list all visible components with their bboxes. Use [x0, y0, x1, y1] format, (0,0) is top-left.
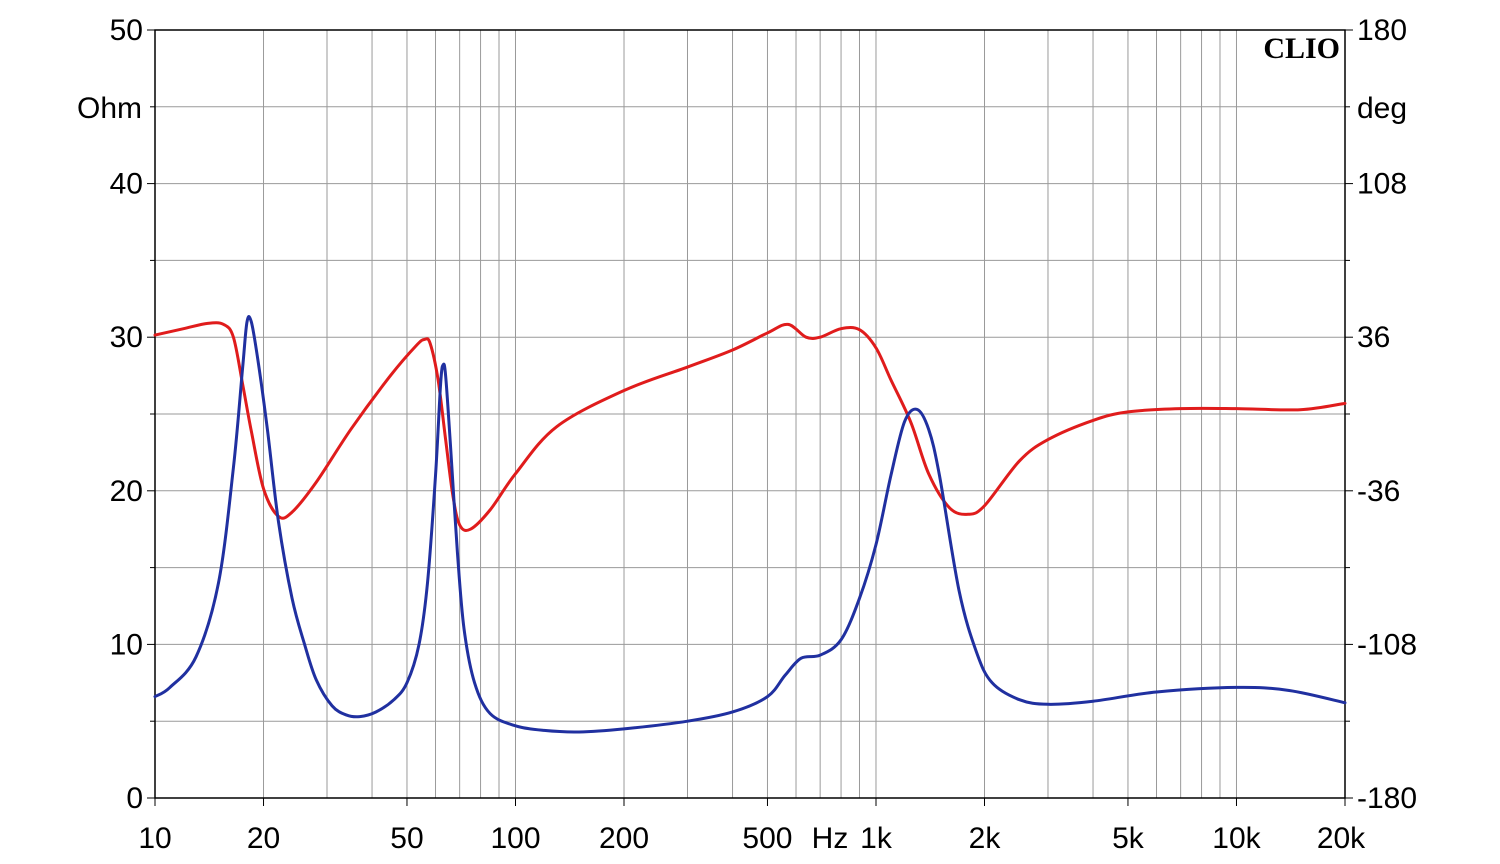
- x-axis-unit: Hz: [812, 822, 849, 855]
- x-axis-ticks: 10 20 50 100 200 500 1k 2k 5k 10k 20k: [138, 798, 1366, 855]
- x-tick-label: 500: [742, 822, 792, 855]
- clio-brand-label: CLIO: [1263, 32, 1340, 65]
- series-layer: [153, 315, 1347, 734]
- x-tick-label: 200: [599, 822, 649, 855]
- left-axis-ticks: 0 10 20 30 40 50: [110, 14, 155, 815]
- impedance-curve: [153, 315, 1347, 734]
- x-tick-label: 1k: [860, 822, 893, 855]
- x-tick-label: 20: [247, 822, 280, 855]
- left-tick-label: 0: [126, 782, 143, 815]
- left-tick-label: 20: [110, 475, 143, 508]
- x-tick-label: 10k: [1212, 822, 1261, 855]
- x-tick-label: 10: [138, 822, 171, 855]
- right-tick-label: -36: [1357, 475, 1400, 508]
- x-tick-label: 2k: [969, 822, 1002, 855]
- left-axis-unit: Ohm: [77, 92, 142, 125]
- x-tick-label: 5k: [1112, 822, 1145, 855]
- x-tick-label: 50: [390, 822, 423, 855]
- left-tick-label: 40: [110, 168, 143, 201]
- left-tick-label: 30: [110, 321, 143, 354]
- right-tick-label: 180: [1357, 14, 1407, 47]
- left-tick-label: 50: [110, 14, 143, 47]
- right-axis-unit: deg: [1357, 92, 1407, 125]
- grid-lines: [155, 30, 1345, 798]
- right-tick-label: -108: [1357, 628, 1417, 661]
- right-tick-label: 36: [1357, 321, 1390, 354]
- right-tick-label: 108: [1357, 168, 1407, 201]
- right-tick-label: -180: [1357, 782, 1417, 815]
- left-tick-label: 10: [110, 628, 143, 661]
- right-axis-ticks: -180 -108 -36 36 108 180: [1345, 14, 1417, 815]
- x-tick-label: 100: [490, 822, 540, 855]
- x-tick-label: 20k: [1317, 822, 1366, 855]
